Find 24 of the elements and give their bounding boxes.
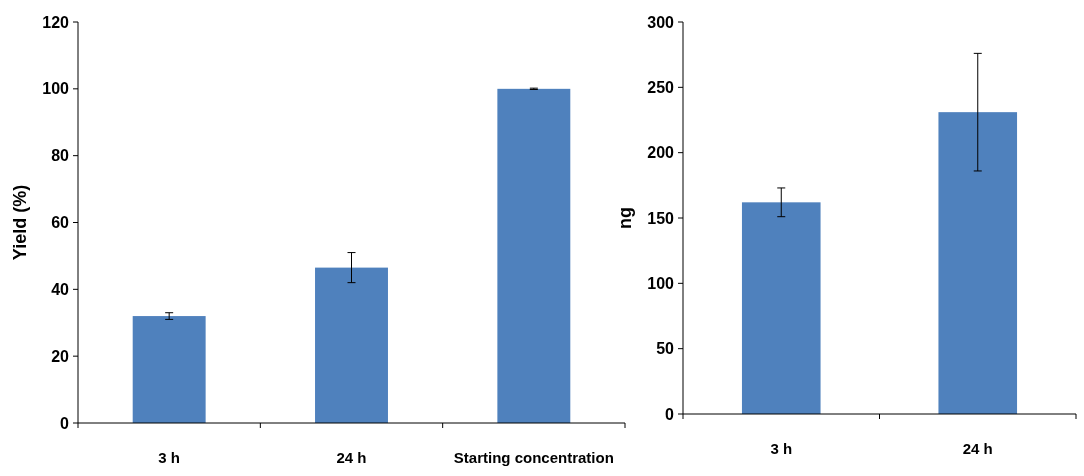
y-tick-label: 0: [665, 405, 675, 423]
y-tick-label: 0: [60, 414, 70, 432]
x-tick-label: 24 h: [962, 440, 993, 457]
y-tick-label: 60: [51, 214, 70, 232]
x-tick-label: 3 h: [158, 449, 181, 466]
y-tick-label: 150: [647, 209, 675, 227]
y-tick-label: 250: [647, 78, 675, 96]
y-tick-label: 100: [42, 80, 70, 98]
y-tick-label: 80: [51, 147, 70, 165]
y-axis-title: Yield (%): [10, 184, 30, 261]
y-tick-label: 50: [656, 340, 675, 358]
x-tick-label: Starting concentration: [453, 449, 614, 466]
y-tick-label: 40: [51, 280, 70, 298]
bar: [497, 88, 571, 423]
x-tick-label: 24 h: [336, 449, 367, 466]
y-tick-label: 100: [647, 274, 675, 292]
y-axis-title: ng: [615, 207, 635, 229]
bar: [132, 316, 206, 423]
bar: [315, 267, 388, 423]
y-tick-label: 300: [647, 13, 675, 31]
x-tick-label: 3 h: [770, 440, 793, 457]
y-tick-label: 120: [42, 13, 70, 31]
y-tick-label: 20: [51, 347, 70, 365]
y-tick-label: 200: [647, 144, 675, 162]
